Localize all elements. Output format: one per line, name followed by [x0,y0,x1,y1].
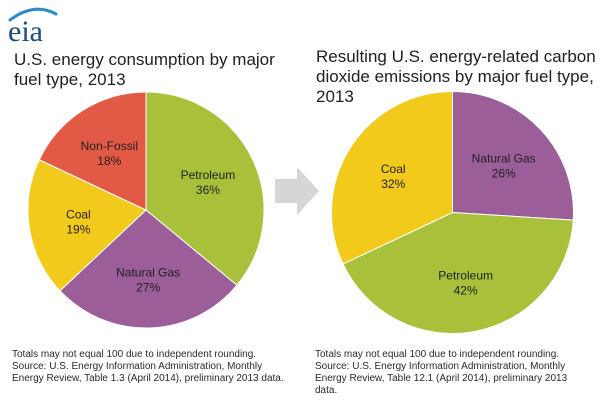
pie-slice-natural-gas [59,209,238,329]
logo-text: eia [8,15,43,46]
footnote-line: Energy Review, Table 12.1 (April 2014), … [315,373,568,384]
pie-slice-petroleum [145,91,265,286]
pie-slice-coal [331,90,453,265]
slice-value-natural-gas: 27% [136,280,160,294]
footnote-line: Totals may not equal 100 due to independ… [315,349,560,360]
chart-title-co2-emissions: Resulting U.S. energy-related carbon dio… [316,47,596,106]
pie-slice-non-fossil [38,91,147,211]
slice-value-coal: 19% [66,223,90,237]
footnote-line: Source: U.S. Energy Information Administ… [315,361,566,372]
slice-label-natural-gas: Natural Gas [116,265,180,279]
slice-label-non-fossil: Non-Fossil [81,139,138,153]
pie-slice-natural-gas [452,90,574,221]
footnote-line: data. [315,385,338,396]
slice-label-petroleum: Petroleum [181,168,236,182]
footnote-line: Source: U.S. Energy Information Administ… [12,361,263,372]
slice-label-petroleum: Petroleum [438,268,493,282]
slice-label-coal: Coal [381,162,406,176]
slice-value-petroleum: 36% [196,183,220,197]
logo-arc [8,7,58,22]
slice-value-non-fossil: 18% [97,154,121,168]
slice-value-natural-gas: 26% [492,166,516,180]
slice-label-coal: Coal [66,208,91,222]
right-arrow-icon [275,167,319,215]
slice-label-natural-gas: Natural Gas [472,151,536,165]
footnote-energy-consumption: Totals may not equal 100 due to independ… [12,349,302,385]
slice-value-petroleum: 42% [454,283,478,297]
eia-logo: eia [8,7,58,46]
chart-title-energy-consumption: U.S. energy consumption by major fuel ty… [14,50,275,89]
pie-slice-petroleum [342,211,574,334]
slice-value-coal: 32% [381,177,405,191]
footnote-line: Energy Review, Table 1.3 (April 2014), p… [12,373,284,384]
pie-slice-coal [27,159,147,292]
footnote-line: Totals may not equal 100 due to independ… [12,349,257,360]
footnote-co2-emissions: Totals may not equal 100 due to independ… [315,349,595,397]
